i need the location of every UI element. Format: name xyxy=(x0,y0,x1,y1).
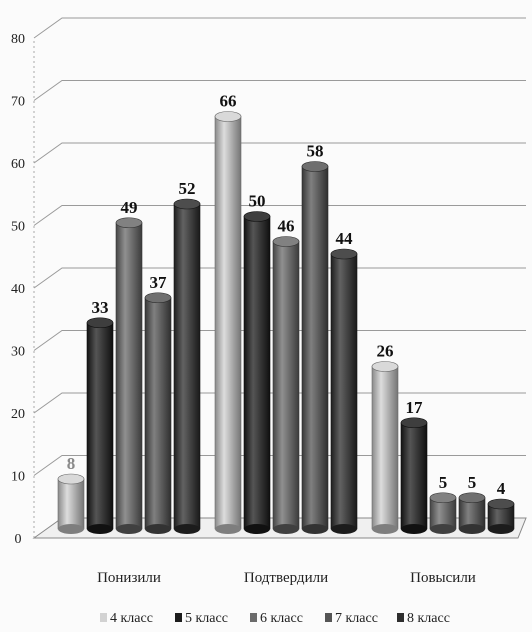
bar xyxy=(214,116,242,530)
bar xyxy=(57,478,85,530)
data-label: 8 xyxy=(67,454,76,473)
y-tick-label: 0 xyxy=(15,532,22,547)
data-label: 33 xyxy=(92,298,109,317)
bar-base xyxy=(215,524,241,534)
category-label: Понизили xyxy=(97,570,161,586)
bar-cap xyxy=(115,217,143,229)
gridline xyxy=(33,330,526,351)
bar xyxy=(144,297,172,530)
data-label: 4 xyxy=(497,479,506,498)
bar-cap xyxy=(214,111,242,122)
data-label: 37 xyxy=(150,273,168,292)
bar-base xyxy=(302,524,328,534)
y-tick-label: 50 xyxy=(11,220,25,235)
bar-cap xyxy=(458,492,486,504)
bar-cap xyxy=(487,498,515,510)
bar xyxy=(400,422,428,530)
bar-base xyxy=(372,524,398,534)
y-tick-label: 70 xyxy=(11,95,25,110)
gridline xyxy=(33,17,526,39)
gridline xyxy=(33,205,526,226)
bar xyxy=(115,222,143,530)
y-tick-label: 60 xyxy=(11,157,25,172)
bar xyxy=(173,203,201,530)
data-label: 44 xyxy=(336,229,354,248)
bar-cap xyxy=(429,492,457,504)
data-label: 50 xyxy=(249,192,266,211)
gridline xyxy=(33,80,526,101)
bar-base xyxy=(459,524,485,534)
y-tick-label: 10 xyxy=(11,470,25,485)
bar-cap xyxy=(243,211,271,222)
gridline xyxy=(33,455,526,476)
bar-base xyxy=(244,524,270,534)
category-label: Повысили xyxy=(410,570,476,586)
legend-label: 8 класс xyxy=(407,611,450,626)
bar-base xyxy=(58,524,84,534)
data-label: 52 xyxy=(179,179,196,198)
legend-swatch xyxy=(175,613,182,622)
bar-cap xyxy=(301,161,329,172)
legend-label: 6 класс xyxy=(260,611,303,626)
bar-base xyxy=(273,524,299,534)
x-axis: Понизили Подтвердили Повысили xyxy=(97,570,476,586)
bar-base xyxy=(174,524,200,534)
bar xyxy=(272,241,300,530)
y-axis: 0 10 20 30 40 50 60 70 80 xyxy=(11,32,35,547)
bar-cap xyxy=(371,361,399,372)
bar-cap xyxy=(86,317,114,329)
bar-cap xyxy=(173,198,201,210)
gridline xyxy=(33,392,526,414)
y-tick-label: 80 xyxy=(11,32,25,47)
bar-base xyxy=(488,524,514,534)
category-label: Подтвердили xyxy=(244,570,328,586)
bars xyxy=(57,111,515,534)
y-tick-label: 40 xyxy=(11,282,25,297)
bar xyxy=(330,253,358,530)
bar-base xyxy=(116,524,142,534)
bar-base xyxy=(401,524,427,534)
data-label: 17 xyxy=(406,398,424,417)
legend-label: 7 класс xyxy=(335,611,378,626)
legend-label: 4 класс xyxy=(110,611,153,626)
bar xyxy=(371,366,399,530)
legend-label: 5 класс xyxy=(185,611,228,626)
bar-cap xyxy=(330,248,358,260)
bar-base xyxy=(87,524,113,534)
data-label: 46 xyxy=(278,217,295,236)
data-labels: 8 33 49 37 52 66 50 46 58 44 26 17 5 5 4 xyxy=(67,92,506,499)
legend-swatch xyxy=(100,613,107,622)
bar xyxy=(86,322,114,530)
bar-cap xyxy=(400,417,428,429)
bar-base xyxy=(430,524,456,534)
bar xyxy=(301,166,329,530)
bar-base xyxy=(145,524,171,534)
gridline xyxy=(33,142,526,164)
legend: 4 класс 5 класс 6 класс 7 класс 8 класс xyxy=(100,611,450,626)
data-label: 66 xyxy=(220,92,237,111)
legend-swatch xyxy=(325,613,332,622)
data-label: 5 xyxy=(439,473,448,492)
data-label: 26 xyxy=(377,342,394,361)
bar xyxy=(243,216,271,530)
y-tick-label: 20 xyxy=(11,407,25,422)
gridline xyxy=(33,267,526,289)
y-tick-label: 30 xyxy=(11,345,25,360)
data-label: 58 xyxy=(307,142,324,161)
bar-cap xyxy=(272,236,300,247)
data-label: 49 xyxy=(121,198,138,217)
data-label: 5 xyxy=(468,473,477,492)
legend-swatch xyxy=(250,613,257,622)
bar-base xyxy=(331,524,357,534)
bar-cap xyxy=(144,292,172,304)
legend-swatch xyxy=(397,613,404,622)
bar-cap xyxy=(57,473,85,485)
